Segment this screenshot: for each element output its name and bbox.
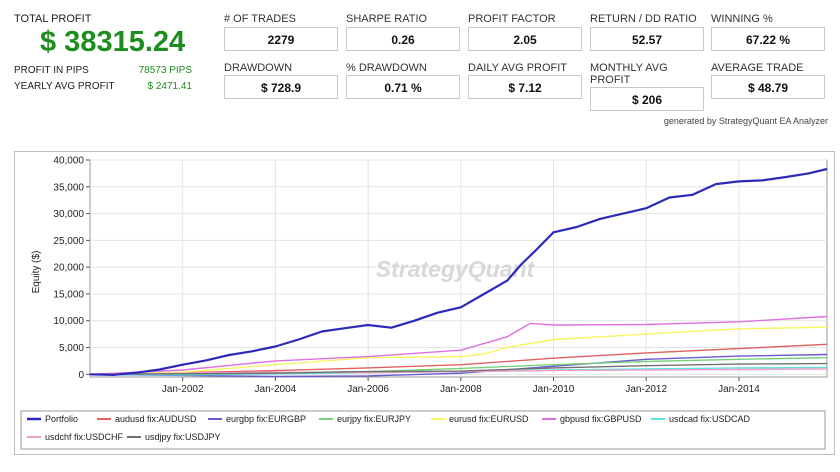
legend-entry-label: eurusd fix:EURUSD xyxy=(449,414,529,424)
profit-in-pips-row: PROFIT IN PIPS 78573 PIPS xyxy=(14,65,192,76)
trades-count-value: 2279 xyxy=(224,27,338,51)
y-tick-label: 5,000 xyxy=(59,343,84,354)
yearly-avg-profit-value: $ 2471.41 xyxy=(147,81,193,92)
profit-factor-value: 2.05 xyxy=(468,27,582,51)
pct-drawdown-label: % DRAWDOWN xyxy=(346,62,427,74)
x-tick-label: Jan-2004 xyxy=(255,384,297,395)
y-tick-label: 20,000 xyxy=(53,263,84,274)
pct-drawdown-value: 0.71 % xyxy=(346,75,460,99)
y-tick-label: 15,000 xyxy=(53,289,84,300)
total-profit-label: TOTAL PROFIT xyxy=(14,13,92,25)
legend-entry-label: usdcad fix:USDCAD xyxy=(669,414,751,424)
chart-legend: Portfolio audusd fix:AUDUSD eurgbp fix:EUR… xyxy=(20,410,826,450)
total-profit-value: $ 38315.24 xyxy=(40,26,186,58)
generated-by-text: generated by StrategyQuant EA Analyzer xyxy=(663,116,828,126)
sharpe-ratio-label: SHARPE RATIO xyxy=(346,13,428,25)
legend-entry-label: eurgbp fix:EURGBP xyxy=(226,414,306,424)
y-tick-label: 10,000 xyxy=(53,316,84,327)
winning-pct-value: 67.22 % xyxy=(711,27,825,51)
y-tick-label: 25,000 xyxy=(53,236,84,247)
series-line-Portfolio xyxy=(89,167,828,376)
chart-axes: 0 5,000 10,000 15,000 20,000 25,000 30,000 35,0… xyxy=(53,156,760,396)
winning-pct-label: WINNING % xyxy=(711,13,773,25)
legend-entry-label: usdjpy fix:USDJPY xyxy=(145,432,221,442)
monthly-avg-profit-label: MONTHLY AVG PROFIT xyxy=(590,62,668,86)
legend-entry-label: Portfolio xyxy=(45,414,78,424)
drawdown-label: DRAWDOWN xyxy=(224,62,293,74)
average-trade-label: AVERAGE TRADE xyxy=(711,62,804,74)
watermark-text: StrategyQuant xyxy=(376,256,536,282)
x-tick-label: Jan-2012 xyxy=(625,384,667,395)
daily-avg-profit-value: $ 7.12 xyxy=(468,75,582,99)
series-line-usdjpy xyxy=(89,362,828,375)
profit-in-pips-label: PROFIT IN PIPS xyxy=(14,65,89,76)
y-axis-label: Equity ($) xyxy=(31,251,42,294)
y-tick-label: 40,000 xyxy=(53,156,84,167)
monthly-avg-profit-value: $ 206 xyxy=(590,87,704,111)
average-trade-value: $ 48.79 xyxy=(711,75,825,99)
x-tick-label: Jan-2002 xyxy=(162,384,204,395)
yearly-avg-profit-label: YEARLY AVG PROFIT xyxy=(14,81,115,92)
equity-chart-frame: StrategyQuant 0 5,000 10,000 15,000 20,000 25… xyxy=(14,151,835,455)
series-line-gbpusd xyxy=(89,315,828,375)
chart-grid xyxy=(89,159,828,378)
y-tick-label: 0 xyxy=(78,370,84,381)
series-line-eurusd xyxy=(89,326,828,375)
chart-series xyxy=(89,167,828,378)
profit-factor-label: PROFIT FACTOR xyxy=(468,13,556,25)
profit-in-pips-value: 78573 PIPS xyxy=(138,65,192,76)
x-tick-label: Jan-2010 xyxy=(533,384,575,395)
drawdown-value: $ 728.9 xyxy=(224,75,338,99)
y-tick-label: 30,000 xyxy=(53,209,84,220)
series-line-audusd xyxy=(89,343,828,375)
series-line-eurgbp xyxy=(89,353,828,378)
x-tick-label: Jan-2014 xyxy=(718,384,760,395)
legend-entry-label: usdchf fix:USDCHF xyxy=(45,432,124,442)
legend-box xyxy=(20,410,826,450)
legend-entry-label: audusd fix:AUDUSD xyxy=(115,414,197,424)
daily-avg-profit-label: DAILY AVG PROFIT xyxy=(468,62,568,74)
x-tick-label: Jan-2006 xyxy=(347,384,389,395)
trades-count-label: # OF TRADES xyxy=(224,13,296,25)
y-tick-label: 35,000 xyxy=(53,182,84,193)
return-dd-ratio-value: 52.57 xyxy=(590,27,704,51)
return-dd-ratio-label: RETURN / DD RATIO xyxy=(590,13,697,25)
equity-chart: StrategyQuant 0 5,000 10,000 15,000 20,000 25… xyxy=(20,156,828,450)
legend-entry-label: eurjpy fix:EURJPY xyxy=(337,414,411,424)
sharpe-ratio-value: 0.26 xyxy=(346,27,460,51)
x-tick-label: Jan-2008 xyxy=(440,384,482,395)
yearly-avg-profit-row: YEARLY AVG PROFIT $ 2471.41 xyxy=(14,81,192,92)
legend-entry-label: gbpusd fix:GBPUSD xyxy=(560,414,642,424)
